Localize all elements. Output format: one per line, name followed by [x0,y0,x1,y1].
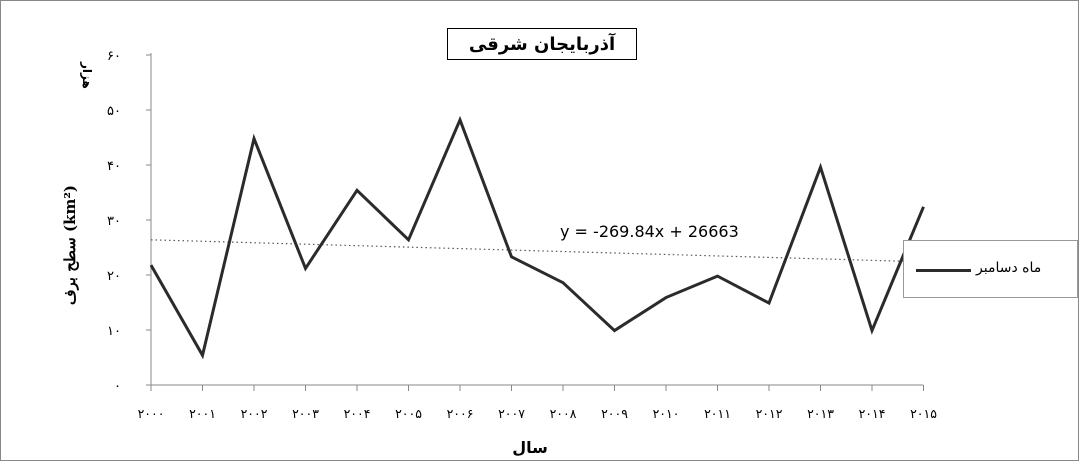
chart-title: آذربایجان شرقی [447,28,637,60]
y-tick-label: ۰ [114,379,121,394]
trendline-line [150,239,924,263]
y-tick-label: ۲۰ [107,269,121,284]
x-tick-label: ۲۰۱۱ [704,406,731,421]
legend: ماه دسامبر [903,240,1078,298]
y-axis-title: سطح برف (km²) [50,160,90,330]
legend-label: ماه دسامبر [976,260,1042,276]
x-tick-label: ۲۰۱۲ [756,406,783,421]
y-tick-label: ۴۰ [107,159,121,174]
x-tick-label: ۲۰۰۳ [292,406,319,421]
x-tick-label: ۲۰۱۵ [910,406,937,421]
series-group [149,115,925,360]
x-tick-label: ۲۰۰۸ [550,406,577,421]
x-tick-label: ۲۰۱۳ [807,406,834,421]
trendline-equation: y = -269.84x + 26663 [560,222,739,241]
x-axis-title: سال [512,438,548,457]
x-tick-label: ۲۰۰۰ [138,406,165,421]
y-tick-label: ۳۰ [107,214,121,229]
x-tick-label: ۲۰۰۲ [241,406,268,421]
x-tick-label: ۲۰۱۴ [859,406,886,421]
y-tick-label: ۱۰ [107,324,121,339]
y-tick-label: ۶۰ [107,49,121,64]
series-line [149,115,925,360]
x-tick-label: ۲۰۰۷ [498,406,525,421]
x-axis: ۲۰۰۰ ۲۰۰۱ ۲۰۰۲ ۲۰۰۳ ۲۰۰۴ ۲۰۰۵ ۲۰۰۶ ۲۰۰۷ ۲۰۰۸ ۲۰۰۹… [138,384,937,421]
x-tick-label: ۲۰۰۵ [395,406,422,421]
x-tick-label: ۲۰۱۰ [653,406,680,421]
x-tick-label: ۲۰۰۴ [344,406,371,421]
y-tick-label: ۵۰ [107,104,121,119]
y-unit-label: هزار [80,62,94,89]
y-axis: ۰ ۱۰ ۲۰ ۳۰ ۴۰ ۵۰ ۶۰ [107,49,152,394]
trendline [150,239,924,263]
legend-swatch [916,269,971,272]
x-tick-label: ۲۰۰۶ [447,406,474,421]
x-tick-label: ۲۰۰۱ [189,406,216,421]
x-tick-label: ۲۰۰۹ [601,406,628,421]
y-axis-title-text: سطح برف (km²) [61,184,80,306]
